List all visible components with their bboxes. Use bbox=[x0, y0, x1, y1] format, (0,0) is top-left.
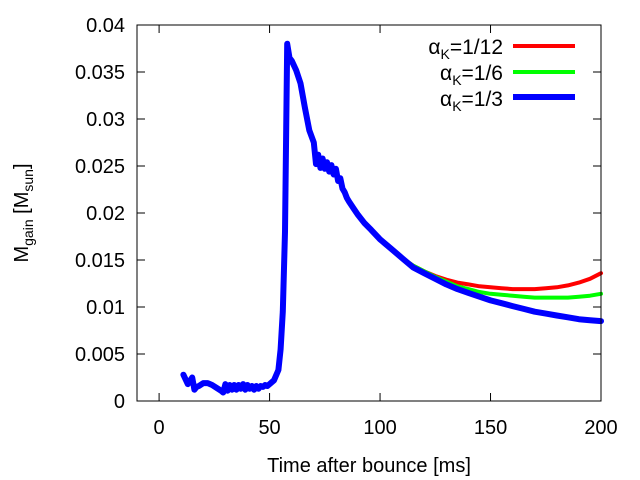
x-tick-label-0: 0 bbox=[154, 417, 165, 439]
x-tick-label-2: 100 bbox=[363, 417, 396, 439]
legend: αK=1/12 αK=1/6 αK=1/3 bbox=[428, 36, 575, 114]
x-tick-label-1: 50 bbox=[258, 417, 280, 439]
plot-frame bbox=[136, 24, 602, 402]
legend-text-2: αK=1/6 bbox=[440, 62, 503, 88]
y-axis-label-main: M bbox=[11, 246, 33, 263]
y-tick-label-3: 0.015 bbox=[75, 250, 125, 272]
y-axis-label-main-sub: gain bbox=[20, 219, 36, 245]
y-tick-label-7: 0.035 bbox=[75, 62, 125, 84]
y-axis-label-unit-open: [M bbox=[11, 192, 33, 220]
legend-text-1-rest: =1/12 bbox=[450, 36, 503, 59]
plot-area bbox=[137, 25, 601, 401]
legend-text-2-sub: K bbox=[452, 72, 462, 88]
legend-text-3-main: α bbox=[440, 88, 452, 111]
x-tick-label-3: 150 bbox=[474, 417, 507, 439]
legend-text-1: αK=1/12 bbox=[428, 36, 503, 62]
y-tick-label-4: 0.02 bbox=[86, 203, 125, 225]
y-tick-label-8: 0.04 bbox=[86, 15, 125, 37]
y-tick-label-5: 0.025 bbox=[75, 156, 125, 178]
legend-text-1-sub: K bbox=[441, 46, 451, 62]
y-axis-label-unit-sub: sun bbox=[20, 169, 36, 192]
series-line-3 bbox=[180, 40, 604, 396]
x-tick-label-4: 200 bbox=[584, 417, 617, 439]
legend-text-3-rest: =1/3 bbox=[462, 88, 503, 111]
y-tick-label-0: 0 bbox=[114, 391, 125, 413]
y-tick-label-1: 0.005 bbox=[75, 344, 125, 366]
series-lines bbox=[180, 40, 604, 396]
legend-text-2-rest: =1/6 bbox=[462, 62, 503, 85]
legend-text-3: αK=1/3 bbox=[440, 88, 503, 114]
x-axis-label: Time after bounce [ms] bbox=[267, 455, 471, 477]
y-tick-label-6: 0.03 bbox=[86, 109, 125, 131]
legend-text-1-main: α bbox=[428, 36, 440, 59]
y-axis-label: Mgain [Msun] bbox=[11, 163, 36, 262]
legend-text-2-main: α bbox=[440, 62, 452, 85]
tick-labels: 0 50 100 150 200 0 0.005 0.01 0.015 0.02 0.025 0.03… bbox=[75, 15, 618, 439]
legend-text-3-sub: K bbox=[452, 98, 462, 114]
y-axis-label-unit-close: ] bbox=[11, 163, 33, 169]
y-tick-label-2: 0.01 bbox=[86, 297, 125, 319]
